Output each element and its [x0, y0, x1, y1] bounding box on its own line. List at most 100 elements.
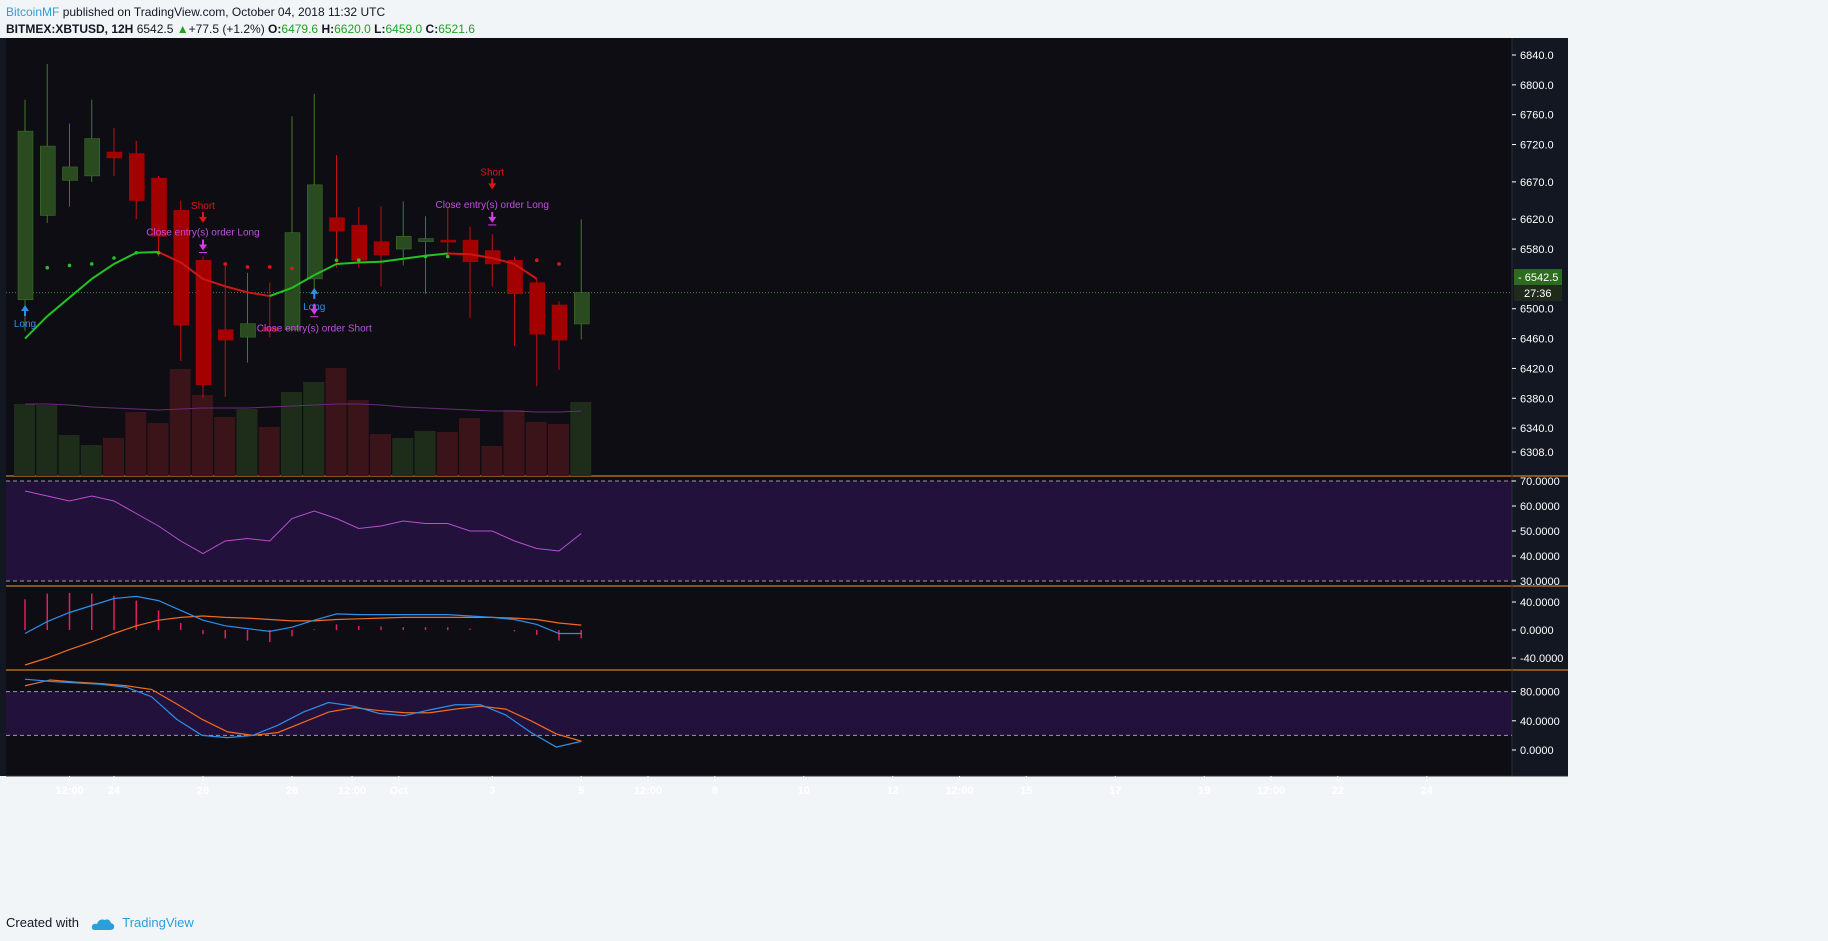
sar-dot	[356, 258, 361, 263]
volume-bar	[169, 369, 191, 476]
moving-average-segment	[136, 251, 159, 254]
low-label: L:	[374, 22, 386, 36]
moving-average-segment	[447, 252, 471, 256]
short-signal-label: Short	[191, 201, 215, 212]
volume-bar	[481, 446, 503, 476]
candle-body	[195, 259, 212, 386]
moving-average-segment	[91, 263, 115, 280]
author-link[interactable]: BitcoinMF	[6, 5, 60, 19]
high-value: 6620.0	[334, 22, 371, 36]
ohlc-line: BITMEX:XBTUSD, 12H 6542.5 ▲+77.5 (+1.2%)…	[6, 22, 475, 36]
candle-body	[240, 323, 256, 338]
stoch-k-line	[24, 678, 582, 748]
moving-average-segment	[247, 291, 270, 298]
indicator-tick-label: 30.0000	[1520, 576, 1560, 588]
price-tick-label: 6500.0	[1520, 304, 1554, 316]
low-value: 6459.0	[385, 22, 423, 36]
moving-average-segment	[291, 274, 315, 289]
close-label: C:	[425, 22, 439, 36]
moving-average-segment	[224, 285, 248, 294]
candle-body	[329, 217, 345, 232]
candle-body	[40, 145, 56, 216]
candle-body	[307, 184, 323, 280]
candle-body	[17, 130, 34, 301]
created-with-text: Created with	[6, 915, 79, 930]
stoch-d-line	[24, 679, 582, 742]
sar-dot	[423, 254, 428, 259]
volume-bar	[325, 368, 347, 476]
countdown-tag	[1514, 285, 1562, 302]
indicator-tick-label: 0.0000	[1520, 625, 1554, 637]
time-tick-label: 12	[887, 785, 899, 797]
moving-average-segment	[425, 252, 448, 257]
time-tick-label: 15	[1020, 785, 1032, 797]
long-arrow-icon	[21, 305, 29, 317]
sar-dot	[89, 262, 94, 266]
moving-average-segment	[24, 315, 48, 340]
candle-body	[284, 232, 301, 330]
sar-dot	[223, 262, 228, 266]
time-tick-label: 5	[578, 785, 584, 797]
candle-body	[551, 304, 568, 341]
long-arrow-icon	[310, 287, 319, 299]
time-tick-label: 12:00	[55, 785, 83, 797]
moving-average-segment	[380, 257, 404, 263]
moving-average-segment	[269, 286, 293, 297]
volume-bar	[414, 431, 436, 476]
candle-body	[529, 282, 545, 335]
volume-bar	[503, 410, 525, 476]
close-order-label: Close entry(s) order Long	[436, 200, 549, 211]
time-tick-label: 17	[1109, 785, 1121, 797]
moving-average-segment	[403, 254, 426, 260]
moving-average-segment	[113, 251, 137, 265]
last-price-tag-label: - 6542.5	[1518, 272, 1558, 284]
volume-bar	[392, 438, 414, 476]
sar-dot	[156, 250, 161, 255]
candle-body	[129, 153, 145, 201]
close-value: 6521.6	[438, 22, 475, 36]
price-tick-label: 6800.0	[1520, 80, 1554, 92]
time-tick-label: 12:00	[634, 785, 662, 797]
candle-body	[507, 259, 523, 295]
short-signal-label: Short	[480, 167, 504, 178]
volume-bar	[525, 422, 547, 476]
candle-body	[574, 292, 590, 325]
candle-body	[106, 151, 123, 159]
volume-bar	[36, 405, 58, 476]
indicator-tick-label: 0.0000	[1520, 745, 1554, 757]
candle-body	[462, 239, 479, 262]
moving-average-segment	[68, 278, 93, 299]
rsi-band	[6, 481, 1512, 581]
price-tick-label: 6840.0	[1520, 50, 1554, 62]
indicator-tick-label: 60.0000	[1520, 501, 1560, 513]
volume-bar	[370, 434, 391, 476]
price-tick-label: 6670.0	[1520, 177, 1554, 189]
volume-bar	[459, 418, 480, 476]
tradingview-link[interactable]: TradingView	[122, 915, 194, 930]
indicator-tick-label: 40.0000	[1520, 716, 1560, 728]
volume-bar	[236, 409, 258, 476]
moving-average-segment	[202, 277, 226, 288]
volume-bar	[258, 427, 280, 476]
time-tick-label: 22	[1332, 785, 1344, 797]
moving-average-segment	[491, 257, 515, 265]
volume-bar	[303, 382, 325, 476]
sar-dot	[245, 265, 250, 269]
stoch-band	[6, 691, 1512, 736]
publish-line: BitcoinMF published on TradingView.com, …	[6, 5, 385, 19]
candle-body	[84, 138, 100, 177]
indicator-tick-label: 50.0000	[1520, 526, 1560, 538]
price-tick-label: 6720.0	[1520, 140, 1554, 152]
change-up-icon: ▲	[176, 22, 189, 36]
time-tick-label: 12:00	[1257, 785, 1285, 797]
price-tick-label: 6340.0	[1520, 423, 1554, 435]
sar-dot	[534, 258, 539, 263]
sar-dot	[67, 263, 72, 268]
countdown-label: 27:36	[1524, 288, 1552, 300]
moving-average-segment	[158, 251, 182, 264]
price-tick-label: 6620.0	[1520, 214, 1554, 226]
price-tick-label: 6580.0	[1520, 244, 1554, 256]
price-tick-label: 6308.0	[1520, 447, 1554, 459]
time-tick-label: Oct	[390, 785, 409, 797]
